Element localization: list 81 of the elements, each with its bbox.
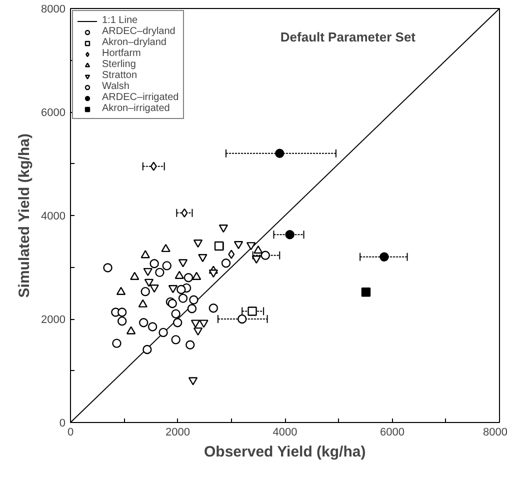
x-tick-label: 2000 bbox=[166, 426, 190, 438]
point bbox=[199, 320, 208, 328]
point bbox=[254, 245, 263, 254]
y-tick-label: 0 bbox=[59, 418, 66, 430]
point bbox=[181, 208, 188, 218]
point bbox=[221, 258, 231, 268]
point bbox=[140, 286, 150, 296]
point bbox=[116, 286, 126, 295]
point bbox=[171, 309, 180, 318]
y-axis-title: Simulated Yield (kg/ha) bbox=[16, 134, 34, 298]
legend-label: ARDEC–irrigated bbox=[102, 92, 179, 103]
point bbox=[162, 261, 172, 270]
legend-label: ARDEC–dryland bbox=[102, 26, 176, 37]
point bbox=[130, 272, 140, 280]
y-tick-label: 4000 bbox=[41, 210, 66, 222]
text: Default Parameter Set bbox=[280, 30, 416, 44]
point bbox=[178, 294, 188, 303]
x-tick-label: 8000 bbox=[483, 426, 507, 438]
point bbox=[208, 304, 218, 313]
legend-label: 1:1 Line bbox=[102, 15, 138, 26]
legend-label: Akron–dryland bbox=[102, 37, 166, 48]
point bbox=[171, 335, 180, 344]
point bbox=[143, 268, 152, 276]
point bbox=[380, 252, 389, 262]
point bbox=[252, 256, 262, 264]
point bbox=[172, 318, 182, 328]
point bbox=[248, 306, 257, 316]
point bbox=[285, 230, 294, 240]
point bbox=[188, 377, 198, 386]
x-tick-label: 4000 bbox=[272, 426, 298, 438]
y-tick-label: 8000 bbox=[41, 4, 66, 16]
point bbox=[184, 273, 194, 282]
point bbox=[246, 242, 256, 250]
point bbox=[138, 299, 148, 308]
point bbox=[208, 270, 218, 278]
point bbox=[234, 241, 244, 250]
point bbox=[150, 259, 159, 268]
point bbox=[190, 320, 200, 328]
point bbox=[176, 284, 186, 294]
legend-label: Akron–irrigated bbox=[102, 103, 170, 114]
point bbox=[168, 285, 178, 294]
point bbox=[103, 263, 112, 272]
legend-label: Hortfarm bbox=[102, 48, 141, 59]
point bbox=[142, 344, 152, 354]
point bbox=[238, 314, 247, 324]
point bbox=[112, 338, 122, 348]
point bbox=[174, 270, 184, 279]
point bbox=[218, 224, 228, 233]
x-tick-label: 6000 bbox=[380, 426, 404, 438]
point bbox=[178, 259, 188, 268]
legend-label: Stratton bbox=[102, 70, 138, 81]
y-tick-label: 6000 bbox=[41, 107, 66, 119]
point bbox=[117, 308, 127, 317]
point bbox=[148, 322, 158, 332]
point bbox=[228, 250, 235, 259]
point bbox=[144, 278, 154, 287]
point bbox=[186, 340, 195, 350]
point bbox=[117, 316, 127, 326]
y-tick-label: 2000 bbox=[41, 314, 66, 326]
point bbox=[198, 254, 208, 262]
legend-label: Walsh bbox=[102, 81, 130, 92]
point bbox=[158, 328, 168, 338]
point bbox=[138, 318, 148, 328]
point bbox=[161, 244, 170, 252]
legend-label: Sterling bbox=[102, 59, 136, 70]
point bbox=[189, 295, 198, 304]
point bbox=[192, 272, 202, 280]
point bbox=[193, 327, 203, 336]
point bbox=[361, 287, 371, 297]
point bbox=[155, 268, 164, 278]
point bbox=[193, 240, 203, 248]
x-axis-title: Observed Yield (kg/ha) bbox=[204, 444, 366, 460]
point bbox=[140, 250, 150, 258]
point bbox=[150, 284, 159, 293]
point bbox=[275, 148, 284, 158]
x-tick-label: 0 bbox=[67, 426, 74, 438]
point bbox=[187, 304, 197, 314]
point bbox=[214, 241, 224, 251]
point bbox=[260, 250, 270, 260]
point bbox=[150, 162, 157, 171]
point bbox=[126, 326, 136, 334]
